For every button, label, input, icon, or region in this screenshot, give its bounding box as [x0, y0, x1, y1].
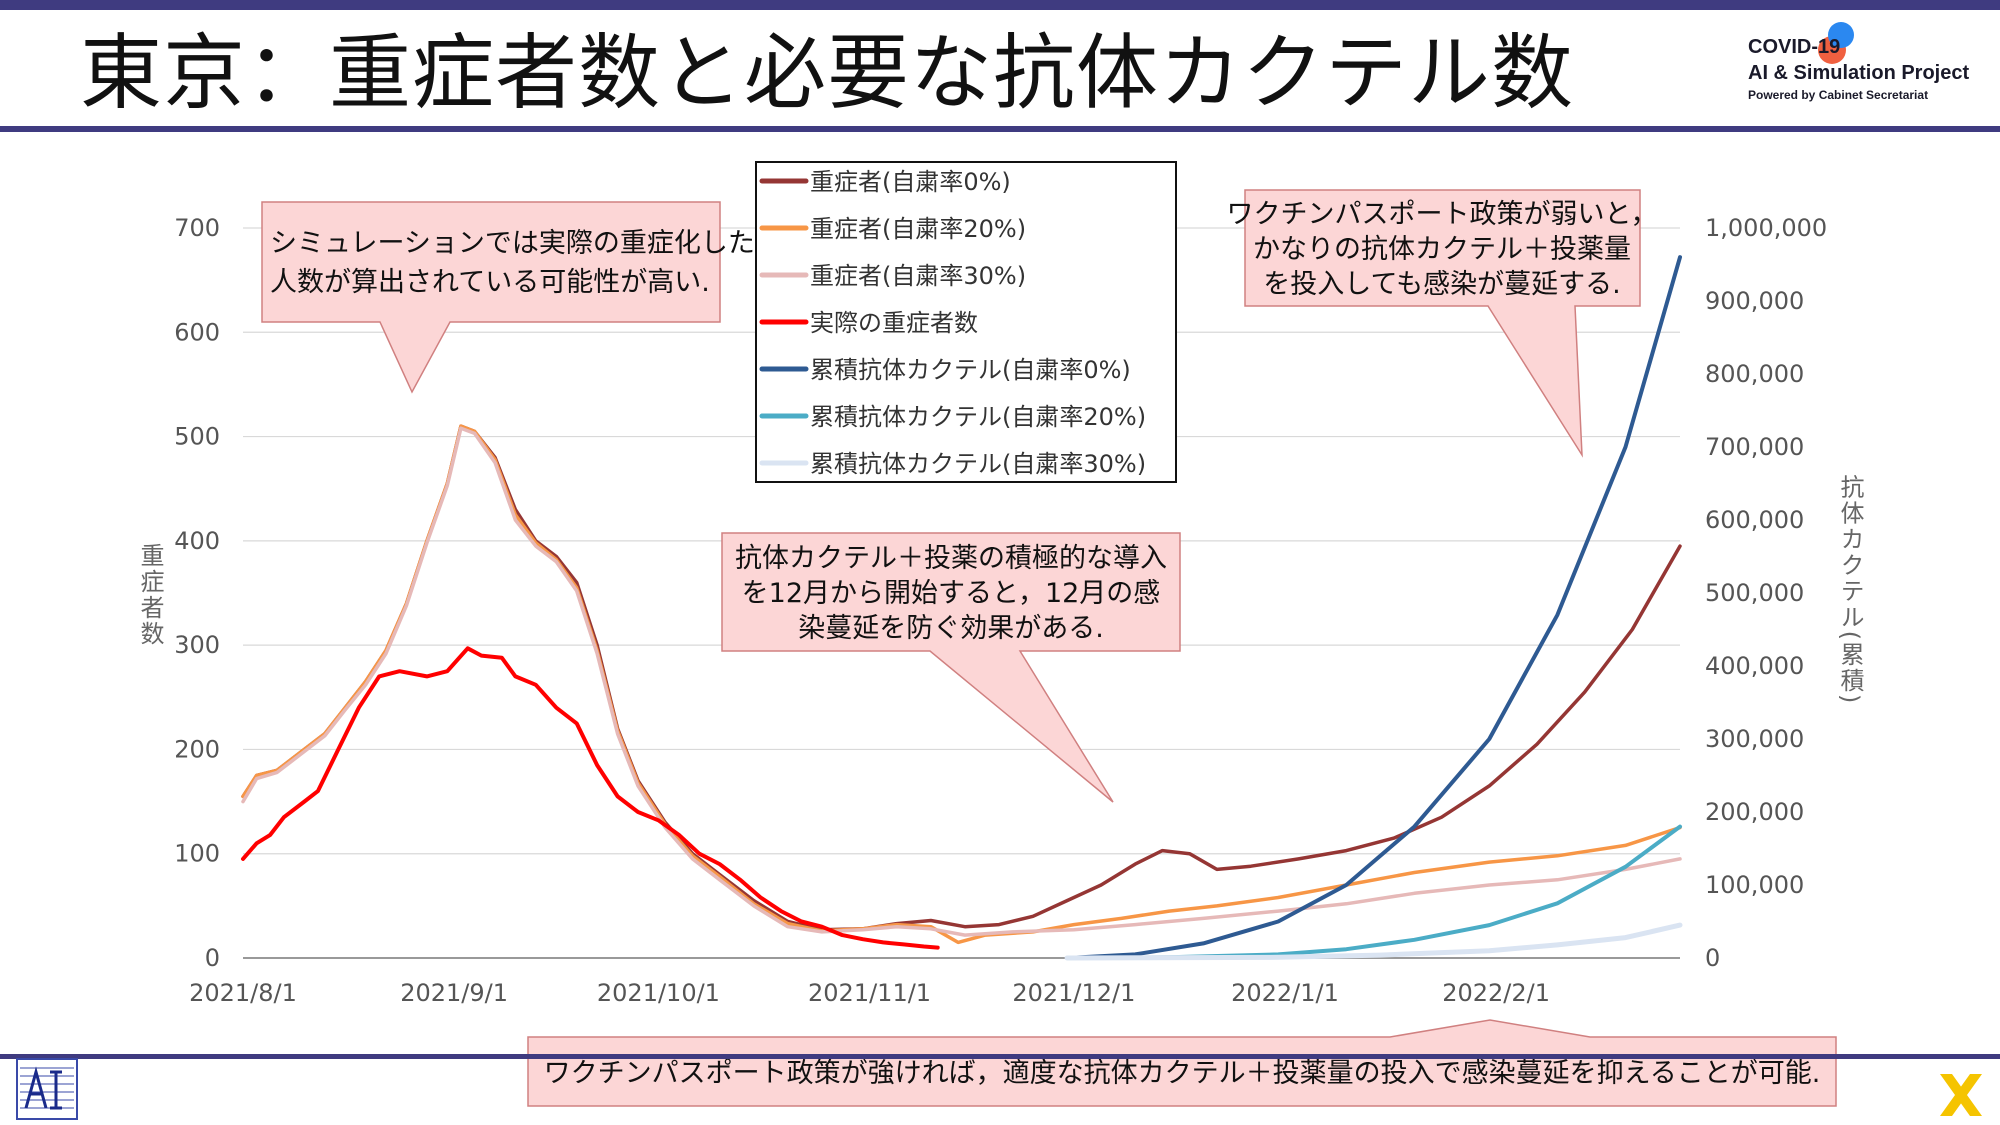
y-right-tick-label: 700,000	[1705, 433, 1804, 461]
right-axis-ticks: 0 100,000 200,000 300,000 400,000 500,000 600,…	[1705, 214, 1827, 972]
x-mark-logo	[1940, 1074, 1982, 1116]
y-tick-label: 0	[205, 944, 220, 972]
covid-ai-project-logo: COVID-19 AI & Simulation Project Powered…	[1748, 22, 1988, 114]
legend-box	[755, 161, 1177, 483]
legend-label: 累積抗体カクテル(自粛率20%)	[810, 403, 1146, 431]
callout-upper-left: シミュレーションでは実際の重症化した 人数が算出されている可能性が高い.	[261, 201, 755, 394]
callout-line: ワクチンパスポート政策が弱いと，	[1227, 199, 1658, 230]
left-axis-ticks: 0 100 200 300 400 500 600 700	[174, 214, 220, 972]
footer-divider	[0, 1054, 2000, 1059]
y-right-tick-label: 100,000	[1705, 871, 1804, 899]
x-tick-label: 2021/9/1	[400, 979, 508, 1007]
y-tick-label: 300	[174, 631, 220, 659]
callout-shape	[721, 532, 1181, 803]
top-accent-bar	[0, 0, 2000, 10]
series-line-3	[241, 646, 940, 950]
y-right-tick-label: 900,000	[1705, 287, 1804, 315]
y-right-tick-label: 800,000	[1705, 360, 1804, 388]
x-tick-label: 2021/11/1	[808, 979, 931, 1007]
logo-line-3: Powered by Cabinet Secretariat	[1748, 88, 1929, 102]
legend-label: 累積抗体カクテル(自粛率30%)	[810, 450, 1146, 478]
x-tick-label: 2021/12/1	[1012, 979, 1135, 1007]
callout-line: ワクチンパスポート政策が強ければ，適度な抗体カクテル＋投薬量の投入で感染蔓延を抑…	[544, 1058, 1821, 1089]
legend-label: 実際の重症者数	[810, 309, 978, 337]
callout-shape	[527, 1019, 1837, 1107]
callout-line: 染蔓延を防ぐ効果がある.	[798, 613, 1104, 644]
y-right-tick-label: 500,000	[1705, 579, 1804, 607]
page-title: 東京：重症者数と必要な抗体カクテル数	[80, 26, 1575, 121]
callout-line: 抗体カクテル＋投薬の積極的な導入	[735, 543, 1167, 574]
callout-bottom: ワクチンパスポート政策が強ければ，適度な抗体カクテル＋投薬量の投入で感染蔓延を抑…	[527, 1019, 1837, 1107]
logo-blue-dot	[1828, 22, 1854, 48]
legend-label: 重症者(自粛率20%)	[810, 215, 1026, 243]
logo-line-1: COVID-19	[1748, 36, 1841, 58]
ai-lab-logo	[16, 1058, 78, 1120]
y-right-tick-label: 1,000,000	[1705, 214, 1827, 242]
y-tick-label: 700	[174, 214, 220, 242]
legend: 重症者(自粛率0%) 重症者(自粛率20%) 重症者(自粛率30%) 実際の重症者数累…	[755, 161, 1177, 483]
left-axis-label: 重症者数	[136, 543, 164, 647]
series-line-2	[241, 426, 1682, 937]
legend-label: 累積抗体カクテル(自粛率0%)	[810, 356, 1131, 384]
callout-line: 人数が算出されている可能性が高い.	[270, 267, 710, 298]
x-tick-label: 2021/10/1	[597, 979, 720, 1007]
title-divider	[0, 126, 2000, 132]
x-tick-label: 2022/1/1	[1231, 979, 1339, 1007]
series-lines	[241, 255, 1683, 961]
y-right-tick-label: 200,000	[1705, 798, 1804, 826]
legend-label: 重症者(自粛率0%)	[810, 168, 1011, 196]
y-right-tick-label: 600,000	[1705, 506, 1804, 534]
callout-upper-right: ワクチンパスポート政策が弱いと， かなりの抗体カクテル＋投薬量 を投入しても感染…	[1227, 189, 1658, 458]
y-tick-label: 400	[174, 527, 220, 555]
x-tick-label: 2022/2/1	[1442, 979, 1550, 1007]
callout-line: を投入しても感染が蔓延する.	[1263, 269, 1620, 300]
callout-middle: 抗体カクテル＋投薬の積極的な導入 を12月から開始すると，12月の感 染蔓延を防…	[721, 532, 1181, 803]
callout-line: シミュレーションでは実際の重症化した	[270, 228, 755, 259]
series-line-6	[1064, 922, 1683, 961]
series-line-5	[1065, 824, 1682, 960]
series-line-4	[1065, 255, 1682, 960]
x-tick-label: 2021/8/1	[189, 979, 297, 1007]
y-tick-label: 500	[174, 423, 220, 451]
y-tick-label: 100	[174, 840, 220, 868]
y-right-tick-label: 0	[1705, 944, 1720, 972]
right-axis-label: 抗体カクテル(累積)	[1836, 475, 1864, 706]
legend-label: 重症者(自粛率30%)	[810, 262, 1026, 290]
y-tick-label: 600	[174, 318, 220, 346]
y-tick-label: 200	[174, 735, 220, 763]
y-right-tick-label: 400,000	[1705, 652, 1804, 680]
series-line-1	[241, 424, 1682, 945]
callout-shape	[261, 201, 721, 394]
callout-line: を12月から開始すると，12月の感	[742, 578, 1161, 609]
logo-line-2: AI & Simulation Project	[1748, 62, 1970, 84]
callout-line: かなりの抗体カクテル＋投薬量	[1253, 234, 1631, 265]
x-axis-ticks: 2021/8/1 2021/9/1 2021/10/1 2021/11/1 2021/1…	[189, 979, 1550, 1007]
callout-shape	[1244, 189, 1641, 458]
y-right-tick-label: 300,000	[1705, 725, 1804, 753]
